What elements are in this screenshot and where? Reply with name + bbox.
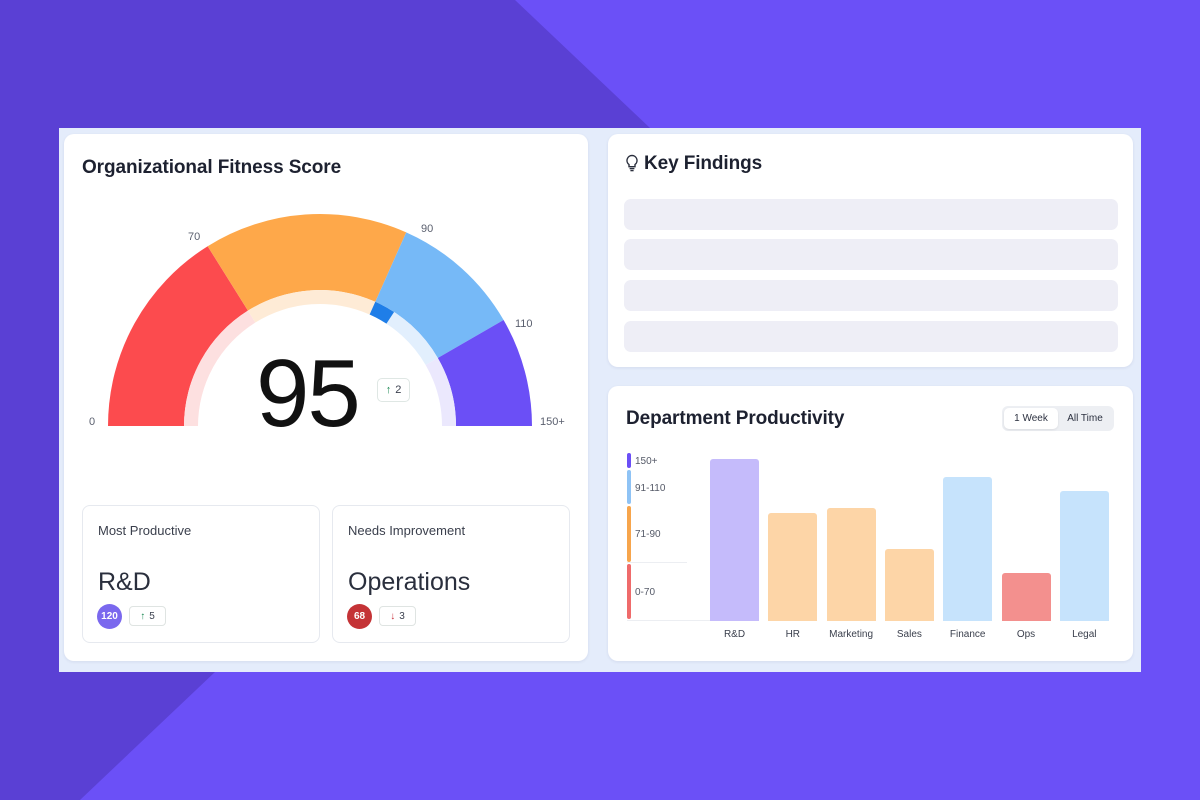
legend-bar-71-90 [627,506,631,562]
bar-label-ops: Ops [1016,629,1036,640]
legend-label-0-70: 0-70 [635,587,656,598]
fitness-score-delta: ↑ 2 [377,378,410,402]
gauge-tick-70: 70 [188,231,201,243]
gauge-track-purple [425,358,456,426]
bar-label-r-d: R&D [723,629,746,640]
needs-improvement-label: Needs Improvement [348,523,466,538]
legend-bar-150 [627,453,631,468]
arrow-up-icon: ↑ [385,384,392,396]
finding-item-3[interactable] [624,280,1118,311]
toggle-1-week[interactable]: 1 Week [1004,408,1058,429]
arrow-up-icon: ↑ [140,610,146,622]
fitness-score-value: 95 [256,340,361,447]
most-productive-change-value: 5 [149,610,155,622]
needs-improvement-change-value: 3 [399,610,405,622]
legend-label-91-110: 91-110 [635,483,666,494]
gauge-segment-orange [207,214,407,311]
gauge-tick-110: 110 [515,318,533,330]
finding-item-1[interactable] [624,199,1118,230]
gauge-track-red [184,310,256,426]
legend-bar-0-70 [627,564,631,619]
bar-r-d[interactable] [710,459,759,621]
key-findings-card: Key Findings [608,134,1133,367]
gauge-tick-90: 90 [421,223,434,235]
gauge-segment-light-blue [375,232,504,358]
lightbulb-icon [626,154,638,172]
time-range-toggle: 1 Week All Time [1002,406,1114,431]
needs-improvement-department: Operations [348,568,471,596]
gauge-tick-0: 0 [89,416,96,428]
legend-divider [627,562,687,563]
legend-label-150: 150+ [635,456,658,467]
fitness-delta-value: 2 [395,384,402,396]
fitness-score-card: Organizational Fitness Score 0 70 90 110… [64,134,588,661]
gauge-tick-150: 150+ [540,416,565,428]
fitness-score-title: Organizational Fitness Score [82,157,342,178]
finding-item-4[interactable] [624,321,1118,352]
most-productive-score-badge: 120 [97,604,122,629]
dashboard-panel: Organizational Fitness Score 0 70 90 110… [59,128,1141,672]
gauge-progress-indicator [369,301,395,324]
arrow-down-icon: ↓ [390,610,396,622]
needs-improvement-card: Needs Improvement Operations 68 ↓ 3 [332,505,570,643]
bar-finance[interactable] [943,477,993,621]
bar-sales[interactable] [884,548,934,621]
needs-improvement-change: ↓ 3 [379,606,416,626]
toggle-all-time[interactable]: All Time [1067,413,1103,424]
gauge-segment-red [108,246,248,426]
bar-marketing[interactable] [826,507,876,621]
fitness-gauge [108,214,532,426]
bar-label-finance: Finance [949,629,986,640]
legend-label-71-90: 71-90 [635,529,661,540]
most-productive-change: ↑ 5 [129,606,166,626]
gauge-track-orange [247,290,376,323]
bar-legal[interactable] [1059,491,1109,621]
bar-label-legal: Legal [1072,629,1097,640]
needs-improvement-score-badge: 68 [347,604,372,629]
bar-ops[interactable] [1001,573,1051,621]
bar-label-marketing: Marketing [829,629,874,640]
department-productivity-card: Department Productivity 1 Week All Time … [608,386,1133,661]
gauge-segment-purple [437,320,532,426]
legend-bar-91-110 [627,470,631,504]
bar-hr[interactable] [768,513,818,621]
most-productive-department: R&D [98,568,151,596]
bar-label-sales: Sales [896,629,922,640]
department-productivity-title: Department Productivity [626,408,845,429]
most-productive-card: Most Productive R&D 120 ↑ 5 [82,505,320,643]
bar-label-hr: HR [785,629,801,640]
chart-baseline [627,620,715,621]
most-productive-label: Most Productive [98,523,192,538]
finding-item-2[interactable] [624,239,1118,270]
key-findings-title: Key Findings [644,153,763,174]
